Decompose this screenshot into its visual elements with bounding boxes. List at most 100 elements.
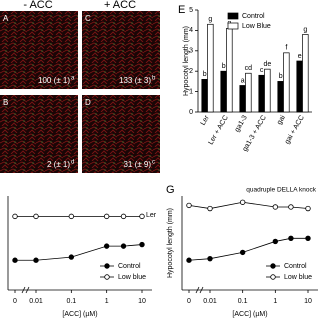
bar: [201, 79, 208, 113]
point: [239, 199, 246, 205]
micrograph-a: A 100 (± 1) a: [0, 11, 78, 89]
letter: c: [152, 160, 155, 166]
x-tick-label: 0.01: [29, 298, 43, 305]
annotation: Ler: [146, 212, 157, 219]
legend-swatch: [227, 22, 239, 30]
bar-letter: c: [260, 67, 264, 74]
x-tick-label: 10: [304, 298, 312, 305]
point: [103, 213, 110, 220]
micrograph: [0, 95, 78, 173]
legend-label: Low blue: [284, 274, 312, 281]
point: [120, 243, 127, 249]
legend-label: Control: [242, 13, 265, 20]
point: [288, 235, 294, 241]
measure: 100 (± 1): [38, 76, 70, 85]
series-line: [15, 244, 143, 261]
measure: 133 (± 3): [119, 76, 151, 85]
x-tick-label: 1: [105, 298, 109, 305]
x-tick-label: Ler + ACC: [208, 114, 230, 146]
panel-letter: C: [85, 14, 91, 23]
letter: d: [71, 160, 74, 166]
micrograph-c: C 133 (± 3) b: [82, 11, 160, 89]
x-tick-label: ga1-3: [234, 114, 249, 133]
bar-letter: g: [303, 26, 307, 33]
y-tick-label: 5: [189, 7, 193, 14]
point: [239, 249, 246, 256]
legend-marker: [104, 274, 110, 280]
point: [272, 204, 279, 210]
panel-letter: E: [178, 4, 185, 16]
point: [186, 257, 192, 263]
x-tick-label: Ler: [200, 114, 211, 127]
letter: a: [71, 76, 75, 82]
legend-label: Control: [284, 263, 307, 270]
legend-marker: [270, 263, 276, 269]
y-tick-label: 1: [189, 88, 193, 95]
column-header: - ACC: [23, 0, 52, 11]
bar: [277, 81, 284, 113]
y-tick-label: 3: [189, 48, 193, 55]
letter: b: [152, 76, 156, 82]
bar-letter: b: [203, 71, 207, 78]
bar: [245, 72, 252, 113]
legend-marker: [270, 274, 276, 280]
x-tick-label: 0.1: [238, 298, 248, 305]
point: [305, 235, 311, 241]
x-tick-label: 0.1: [66, 298, 76, 305]
point: [139, 213, 145, 220]
micrograph: [82, 11, 160, 89]
panel-letter: D: [85, 98, 91, 107]
bar: [239, 85, 246, 113]
x-axis-label: [ACC] (µM): [232, 311, 267, 318]
point: [12, 213, 18, 220]
point: [139, 241, 145, 248]
bar-letter: a: [241, 77, 245, 84]
y-tick-label: 4: [189, 27, 193, 34]
point: [186, 202, 192, 209]
point: [305, 205, 311, 212]
point: [272, 238, 279, 245]
micrograph: [0, 11, 78, 89]
bar-letter: g: [208, 16, 212, 23]
panel-letter: G: [166, 184, 175, 196]
point: [288, 204, 294, 210]
legend-label: Low Blue: [242, 23, 271, 30]
point: [68, 213, 75, 220]
micrograph: [82, 95, 160, 173]
bar: [226, 28, 233, 113]
bar: [283, 52, 290, 113]
measure: 31 (± 9): [123, 160, 151, 169]
point: [207, 205, 213, 212]
legend-label: Low blue: [118, 274, 146, 281]
y-axis-label: Hypocotyl length (mm): [167, 208, 174, 278]
bar-letter: b: [222, 63, 226, 70]
x-axis-label: [ACC] (µM): [62, 311, 97, 318]
bar: [207, 23, 214, 113]
x-tick-label: 1: [273, 298, 277, 305]
chart-title: quadruple DELLA knock: [246, 187, 316, 194]
x-tick-label: 0: [187, 298, 191, 305]
point: [103, 243, 110, 249]
y-axis-label: Hypocotyl length (mm): [183, 26, 190, 96]
series-line: [188, 201, 309, 209]
bar: [264, 68, 271, 113]
axis-break: [195, 286, 204, 294]
bar: [258, 74, 265, 113]
panel-letter: A: [3, 14, 9, 23]
point: [68, 254, 75, 260]
bar: [296, 60, 303, 113]
series-line: [188, 237, 308, 261]
x-tick-label: 0: [13, 298, 17, 305]
legend-swatch: [227, 12, 239, 20]
micrograph-b: B 2 (± 1) d: [0, 95, 78, 173]
bar: [220, 70, 227, 113]
bar: [302, 34, 309, 113]
legend-marker: [104, 263, 110, 269]
point: [120, 213, 127, 220]
y-tick-label: 2: [189, 68, 193, 75]
x-tick-label: 0.01: [203, 298, 217, 305]
point: [33, 213, 39, 220]
point: [33, 257, 39, 263]
bar-letter: de: [263, 61, 271, 68]
